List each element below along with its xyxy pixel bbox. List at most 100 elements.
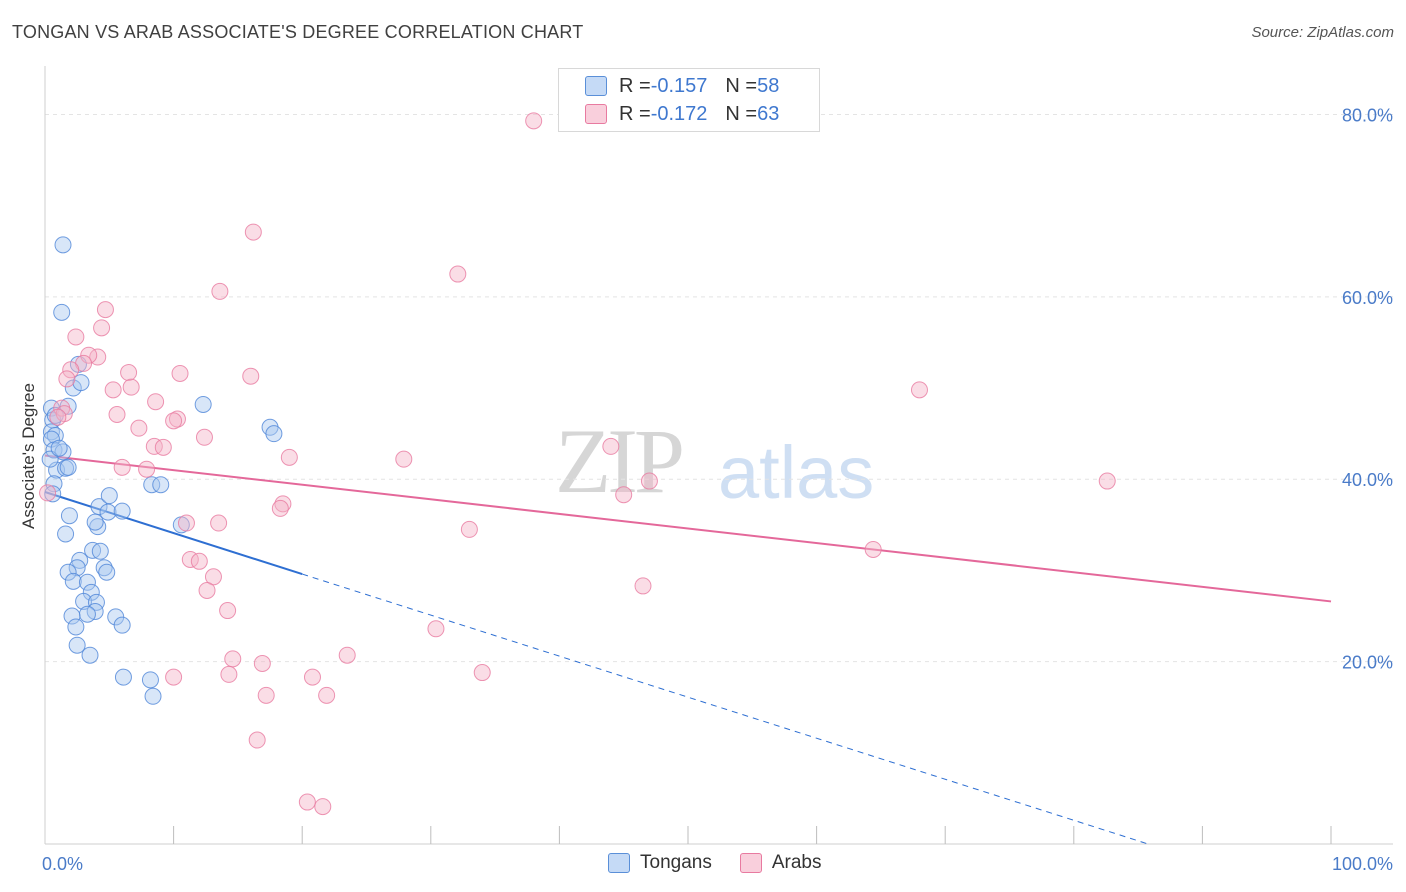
tongan-point: [59, 458, 77, 476]
tongan-point: [72, 374, 90, 392]
arab-point: [49, 408, 67, 426]
arab-point: [602, 437, 620, 455]
y-tick-label: 40.0%: [1342, 470, 1393, 490]
arab-point: [104, 381, 122, 399]
tongan-trend-line: [44, 491, 303, 576]
watermark-atlas: atlas: [718, 431, 875, 514]
tongan-point: [100, 487, 118, 505]
arab-point: [298, 793, 316, 811]
arab-point: [171, 364, 189, 382]
arab-point: [165, 668, 183, 686]
arab-point: [864, 540, 882, 558]
y-tick-label: 80.0%: [1342, 105, 1393, 125]
arab-point: [274, 495, 292, 513]
arab-point: [615, 486, 633, 504]
tongan-point: [194, 395, 212, 413]
arab-points: [39, 112, 1116, 816]
arab-point: [257, 686, 275, 704]
tongan-point: [68, 636, 86, 654]
tongan-point: [59, 563, 77, 581]
arab-point: [195, 428, 213, 446]
arab-point: [910, 381, 928, 399]
tongan-point: [86, 513, 104, 531]
legend-row-tongans: R = -0.157 N = 58: [585, 73, 779, 99]
arab-point: [220, 665, 238, 683]
legend-row-arabs: R = -0.172 N = 63: [585, 101, 779, 127]
arab-point: [113, 458, 131, 476]
arab-point: [80, 346, 98, 364]
correlation-legend: R = -0.157 N = 58 R = -0.172 N = 63: [558, 68, 820, 132]
tongan-point: [143, 476, 161, 494]
tongan-point: [87, 593, 105, 611]
legend-r-value: -0.172: [650, 102, 708, 125]
x-tick-labels: 0.0% 100.0%: [42, 854, 1393, 874]
tongan-point: [50, 439, 68, 457]
arab-point: [120, 364, 138, 382]
legend-item-arabs[interactable]: Arabs: [739, 852, 822, 874]
arab-point: [211, 282, 229, 300]
arab-point: [147, 393, 165, 411]
tongan-point: [144, 687, 162, 705]
tongan-point: [141, 671, 159, 689]
arab-point: [210, 514, 228, 532]
tongan-point: [113, 616, 131, 634]
arab-point: [58, 370, 76, 388]
arab-point: [177, 514, 195, 532]
arab-point: [138, 460, 156, 478]
y-tick-label: 20.0%: [1342, 653, 1393, 673]
arab-point: [338, 646, 356, 664]
arab-point: [248, 731, 266, 749]
legend-r-label: R =: [619, 102, 651, 125]
tongan-point: [95, 559, 113, 577]
x-tick-label: 0.0%: [42, 854, 83, 874]
tongan-point: [53, 303, 71, 321]
tongan-point: [265, 425, 283, 443]
tongan-point: [78, 573, 96, 591]
arab-point: [395, 450, 413, 468]
tongan-point: [99, 503, 117, 521]
arab-point: [108, 405, 126, 423]
arab-point: [154, 438, 172, 456]
arab-point: [1098, 472, 1116, 490]
arab-point: [314, 798, 332, 816]
arab-point: [145, 437, 163, 455]
tongan-points: [41, 236, 283, 705]
arab-point: [122, 378, 140, 396]
tongan-point: [75, 592, 93, 610]
tongan-point: [64, 572, 82, 590]
legend-n-label: N =: [725, 102, 758, 125]
tongan-point: [152, 476, 170, 494]
arab-point: [62, 361, 80, 379]
tongan-point: [113, 502, 131, 520]
arab-point: [165, 412, 183, 430]
arab-point: [271, 499, 289, 517]
arab-trend-line: [44, 454, 1332, 603]
trend-lines: [44, 454, 1332, 845]
tongan-point: [41, 450, 59, 468]
arab-point: [39, 484, 57, 502]
arab-point: [198, 581, 216, 599]
legend-r-value: -0.157: [650, 74, 708, 97]
arab-point: [303, 668, 321, 686]
tongan-point: [98, 563, 116, 581]
legend-label-arabs: Arabs: [771, 852, 822, 873]
arab-point: [204, 568, 222, 586]
y-axis-label: Associate's Degree: [19, 383, 38, 529]
arab-point: [460, 520, 478, 538]
arab-point: [67, 328, 85, 346]
watermark-zip: ZIP: [555, 410, 685, 512]
tongan-point: [63, 607, 81, 625]
arab-point: [93, 319, 111, 337]
y-tick-label: 60.0%: [1342, 288, 1393, 308]
tongan-point: [91, 542, 109, 560]
tongan-point: [60, 507, 78, 525]
legend-swatch-tongans: [608, 853, 630, 873]
legend-n-label: N =: [725, 74, 758, 97]
arab-point: [224, 650, 242, 668]
arab-point: [219, 602, 237, 620]
grid-lines: [45, 113, 1393, 663]
legend-item-tongans[interactable]: Tongans: [608, 852, 712, 874]
tongan-point: [68, 559, 86, 577]
legend-label-tongans: Tongans: [640, 852, 712, 873]
legend-swatch-arabs: [739, 853, 762, 873]
